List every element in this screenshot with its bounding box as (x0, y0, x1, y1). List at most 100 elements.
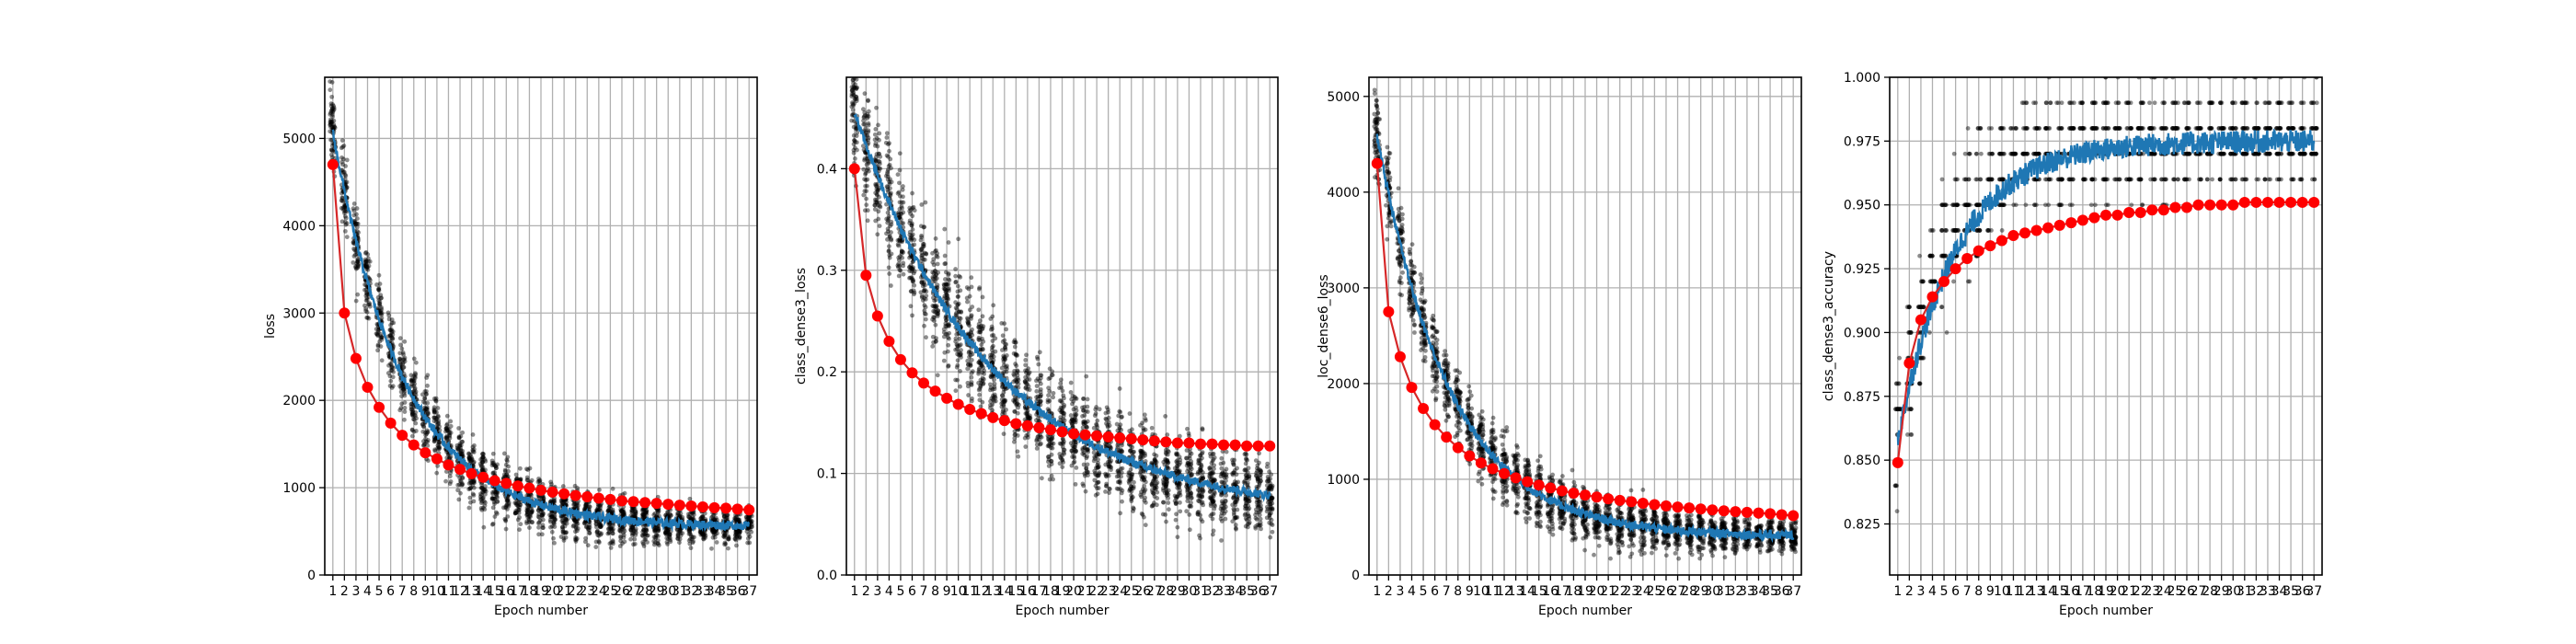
batch-point (504, 498, 510, 502)
epoch-marker (743, 504, 755, 516)
batch-point (512, 511, 518, 516)
batch-point (1161, 500, 1166, 505)
batch-point (990, 314, 995, 319)
batch-point (571, 502, 576, 507)
batch-point (455, 446, 461, 452)
batch-point (342, 204, 348, 210)
batch-point (608, 545, 614, 550)
batch-point (512, 500, 518, 505)
batch-point (483, 458, 489, 464)
batch-point (935, 312, 940, 316)
batch-point (560, 518, 566, 523)
batch-point (492, 496, 498, 501)
batch-point (504, 502, 510, 508)
batch-point (1173, 501, 1179, 506)
batch-point (1108, 487, 1112, 491)
batch-point (886, 265, 891, 270)
batch-point (390, 328, 396, 334)
batch-point (663, 530, 668, 535)
batch-point (432, 447, 438, 453)
batch-point (1082, 419, 1087, 424)
batch-point (517, 515, 522, 520)
batch-point (1000, 333, 1006, 339)
batch-point (517, 527, 522, 533)
batch-point (1004, 327, 1009, 332)
batch-point (331, 124, 337, 130)
batch-point (479, 499, 485, 504)
batch-point (377, 299, 383, 305)
batch-point (875, 192, 880, 198)
batch-point (388, 368, 394, 373)
batch-point (493, 489, 499, 495)
batch-point (981, 365, 986, 370)
batch-point (862, 189, 868, 194)
batch-point (988, 402, 993, 408)
batch-point (864, 167, 869, 173)
batch-point (516, 511, 522, 515)
x-tick-label: 28 (637, 584, 653, 599)
batch-point (448, 431, 454, 435)
batch-point (376, 287, 382, 293)
batch-point (331, 122, 337, 127)
batch-point (506, 503, 512, 509)
batch-point (675, 512, 681, 518)
y-axis-label: loss (263, 314, 278, 339)
batch-point (924, 335, 928, 340)
x-tick-label: 7 (920, 584, 928, 599)
batch-point (1060, 408, 1065, 413)
batch-point (344, 185, 350, 190)
batch-point (853, 139, 857, 144)
batch-point (562, 498, 568, 503)
batch-point (677, 528, 683, 534)
batch-point (470, 491, 476, 497)
batch-point (876, 151, 881, 156)
batch-point (863, 172, 868, 177)
batch-point (355, 264, 361, 270)
batch-point (535, 508, 541, 513)
batch-point (559, 513, 565, 519)
batch-point (434, 416, 440, 421)
batch-point (530, 520, 535, 525)
batch-point (1103, 489, 1108, 494)
batch-point (389, 365, 395, 370)
batch-point (1068, 390, 1074, 395)
batch-point (353, 222, 359, 226)
batch-point (930, 344, 936, 349)
batch-point (1084, 374, 1089, 379)
batch-point (363, 264, 369, 270)
batch-point (443, 429, 448, 434)
batch-point (424, 375, 430, 380)
batch-point (378, 295, 384, 301)
batch-point (375, 328, 381, 333)
batch-point (573, 525, 579, 531)
batch-point (1163, 414, 1168, 419)
batch-point (898, 193, 903, 199)
y-tick-label: 0.1 (817, 467, 837, 482)
batch-point (421, 424, 427, 430)
batch-point (1082, 453, 1087, 458)
batch-point (1046, 385, 1052, 391)
epoch-marker (420, 447, 431, 459)
batch-point (459, 439, 465, 444)
batch-point (886, 248, 891, 254)
batch-point (356, 263, 361, 269)
batch-point (553, 517, 558, 523)
x-tick-label: 25 (602, 584, 618, 599)
batch-point (425, 443, 431, 448)
batch-point (990, 348, 995, 352)
batch-point (412, 381, 418, 386)
x-tick-label: 6 (908, 584, 916, 599)
batch-point (1175, 535, 1180, 540)
batch-point (425, 411, 431, 417)
batch-point (965, 366, 971, 372)
batch-point (343, 164, 348, 168)
batch-point (1016, 454, 1021, 459)
batch-point (539, 512, 545, 518)
batch-point (505, 497, 511, 502)
batch-point (990, 386, 995, 392)
batch-point (1127, 477, 1133, 483)
batch-point (467, 458, 473, 464)
batch-point (1051, 395, 1056, 400)
batch-point (328, 112, 333, 117)
batch-point (448, 479, 454, 484)
